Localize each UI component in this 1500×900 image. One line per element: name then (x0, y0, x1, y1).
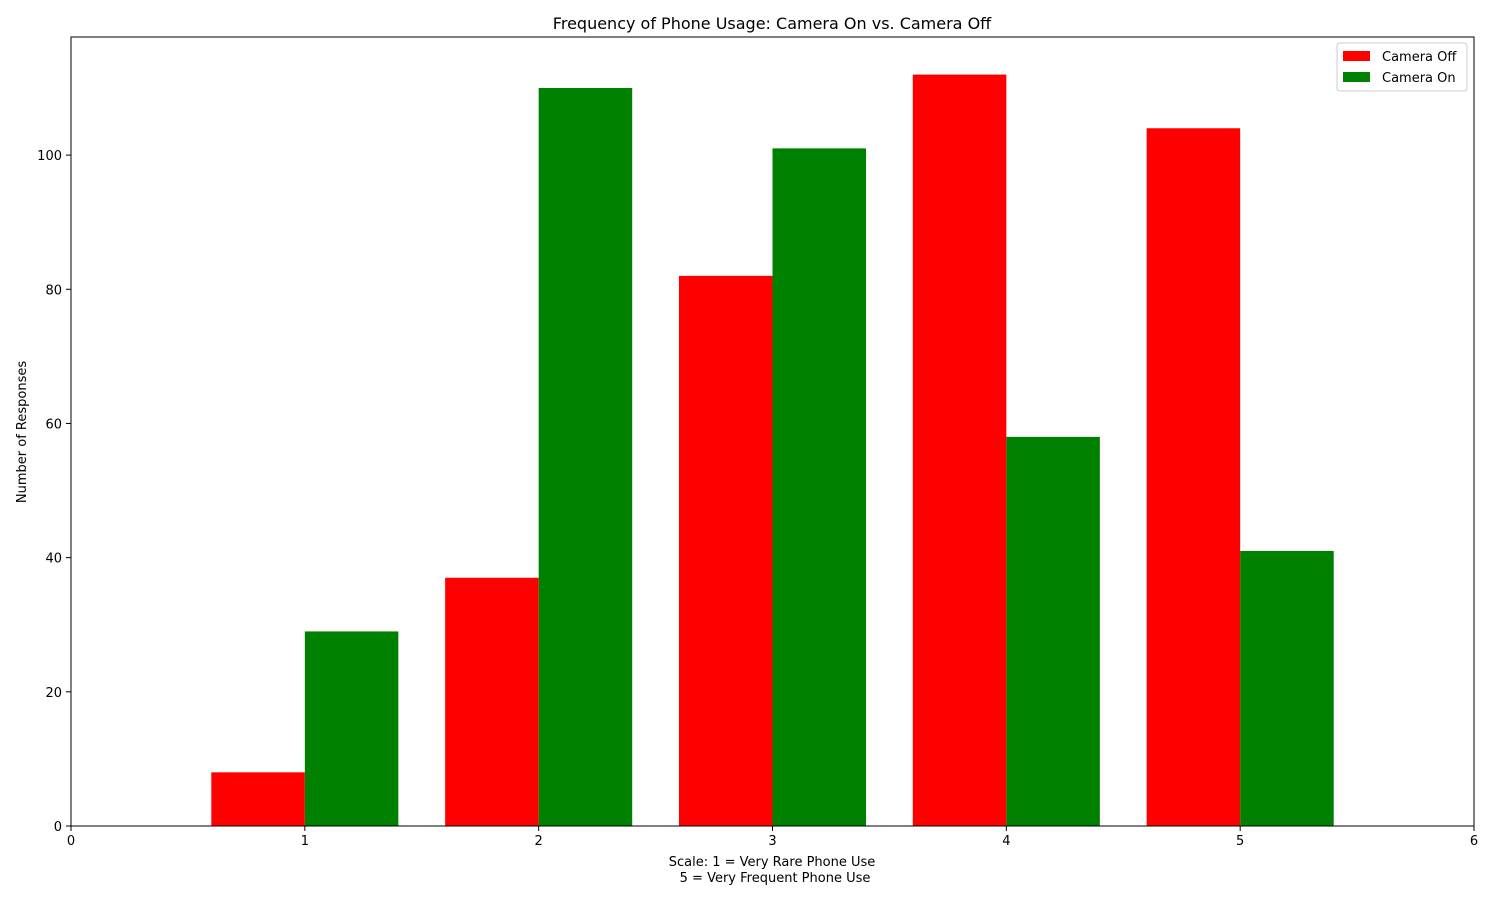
x-tick-label: 1 (301, 834, 309, 849)
legend-swatch-camera-off (1343, 51, 1370, 61)
bar-camera-on-4 (1006, 436, 1100, 826)
chart-title: Frequency of Phone Usage: Camera On vs. … (553, 14, 992, 33)
legend-label-camera-off: Camera Off (1382, 50, 1457, 65)
legend-label-camera-on: Camera On (1382, 71, 1456, 86)
legend-swatch-camera-on (1343, 72, 1370, 82)
y-tick-label: 100 (37, 149, 62, 164)
x-axis-label-line2: 5 = Very Frequent Phone Use (680, 871, 871, 886)
x-tick-label: 2 (535, 834, 543, 849)
x-tick-label: 0 (67, 834, 75, 849)
bar-camera-off-4 (912, 74, 1007, 827)
bar-camera-on-5 (1240, 550, 1334, 826)
bar-camera-on-2 (538, 87, 633, 826)
bar-camera-on-1 (304, 631, 399, 826)
x-tick-label: 3 (768, 834, 776, 849)
x-tick-label: 5 (1236, 834, 1244, 849)
bar-camera-on-3 (772, 148, 867, 827)
y-tick-label: 60 (45, 417, 62, 432)
y-tick-label: 80 (45, 283, 62, 298)
bar-camera-off-5 (1146, 128, 1241, 827)
bar-camera-off-2 (445, 577, 539, 826)
x-tick-label: 6 (1470, 834, 1478, 849)
x-axis-label: Scale: 1 = Very Rare Phone Use (669, 855, 876, 870)
bar-camera-off-1 (211, 772, 305, 826)
y-tick-label: 20 (45, 686, 62, 701)
y-tick-label: 0 (54, 820, 62, 835)
y-axis-label: Number of Responses (15, 361, 30, 503)
bars-group (211, 74, 1334, 827)
bar-camera-off-3 (678, 275, 773, 826)
x-tick-label: 4 (1002, 834, 1010, 849)
legend: Camera Off Camera On (1336, 42, 1468, 92)
y-tick-label: 40 (45, 552, 62, 567)
